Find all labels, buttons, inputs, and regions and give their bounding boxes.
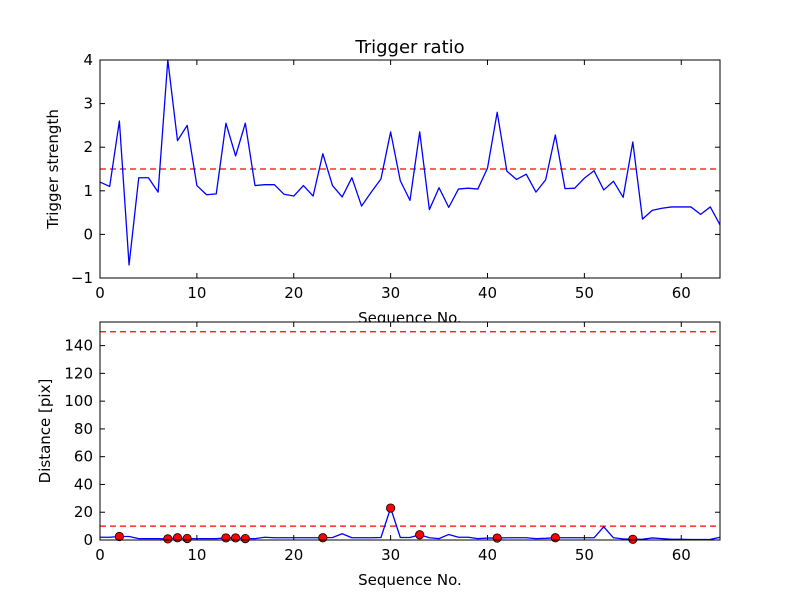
y-axis-ticks: 0 20 40 60 80 100 120 140 bbox=[64, 337, 720, 549]
series-line bbox=[100, 507, 721, 541]
x-tick-label: 20 bbox=[284, 546, 303, 564]
y-tick-label: 40 bbox=[74, 475, 93, 493]
data-point-marker bbox=[318, 533, 328, 543]
y-tick-label: 120 bbox=[64, 364, 93, 382]
data-point-marker bbox=[492, 533, 502, 543]
y-tick-label: 1 bbox=[83, 182, 93, 200]
x-tick-label: 40 bbox=[478, 284, 497, 302]
x-tick-label: 20 bbox=[284, 284, 303, 302]
x-tick-label: 10 bbox=[187, 546, 206, 564]
y-tick-label: −1 bbox=[71, 269, 93, 287]
plot-frame bbox=[99, 321, 721, 541]
data-point-marker bbox=[172, 533, 183, 543]
y-tick-label: 100 bbox=[64, 392, 93, 410]
distance-panel: 0 10 20 30 40 50 60 0 20 40 60 80 100 120 140 Sequenc… bbox=[36, 321, 721, 589]
x-axis-ticks: 0 10 20 30 40 50 60 bbox=[95, 322, 691, 564]
data-point-marker bbox=[628, 534, 638, 544]
plot-area bbox=[100, 322, 720, 540]
y-tick-label: 3 bbox=[83, 95, 93, 113]
series-lines bbox=[99, 59, 721, 266]
series-line bbox=[99, 59, 721, 266]
y-axis-label: Distance [pix] bbox=[36, 379, 54, 484]
y-tick-label: 4 bbox=[83, 51, 93, 69]
data-point-marker bbox=[386, 503, 396, 513]
y-tick-label: 140 bbox=[64, 337, 93, 355]
x-tick-label: 40 bbox=[478, 546, 497, 564]
data-point-marker bbox=[221, 533, 231, 543]
x-tick-label: 10 bbox=[187, 284, 206, 302]
x-tick-label: 0 bbox=[95, 546, 105, 564]
data-point-marker bbox=[182, 533, 192, 544]
data-point-marker bbox=[240, 534, 250, 544]
data-point-marker bbox=[415, 530, 425, 540]
y-axis-label: Trigger strength bbox=[44, 109, 62, 230]
y-tick-label: 20 bbox=[74, 503, 93, 521]
y-tick-label: 60 bbox=[74, 448, 93, 466]
x-axis-label: Sequence No. bbox=[358, 571, 462, 589]
y-tick-label: 0 bbox=[83, 531, 93, 549]
x-tick-label: 50 bbox=[575, 546, 594, 564]
x-tick-label: 0 bbox=[95, 284, 105, 302]
y-axis-ticks: −1 0 1 2 3 4 bbox=[71, 51, 720, 287]
x-tick-label: 60 bbox=[672, 284, 691, 302]
data-point-marker bbox=[550, 533, 560, 543]
chart-title: Trigger ratio bbox=[354, 37, 464, 58]
series-lines bbox=[100, 507, 721, 541]
x-tick-label: 30 bbox=[381, 284, 400, 302]
x-tick-label: 50 bbox=[575, 284, 594, 302]
data-point-marker bbox=[114, 531, 124, 542]
y-tick-label: 0 bbox=[83, 225, 93, 243]
y-tick-label: 2 bbox=[83, 138, 93, 156]
x-tick-label: 60 bbox=[672, 546, 691, 564]
y-tick-label: 80 bbox=[74, 420, 93, 438]
data-point-marker bbox=[231, 533, 241, 543]
threshold-lines bbox=[100, 331, 720, 527]
x-tick-label: 30 bbox=[381, 546, 400, 564]
x-axis-ticks: 0 10 20 30 40 50 60 bbox=[95, 60, 691, 302]
data-point-marker bbox=[163, 534, 173, 544]
plot-frame bbox=[99, 59, 721, 279]
